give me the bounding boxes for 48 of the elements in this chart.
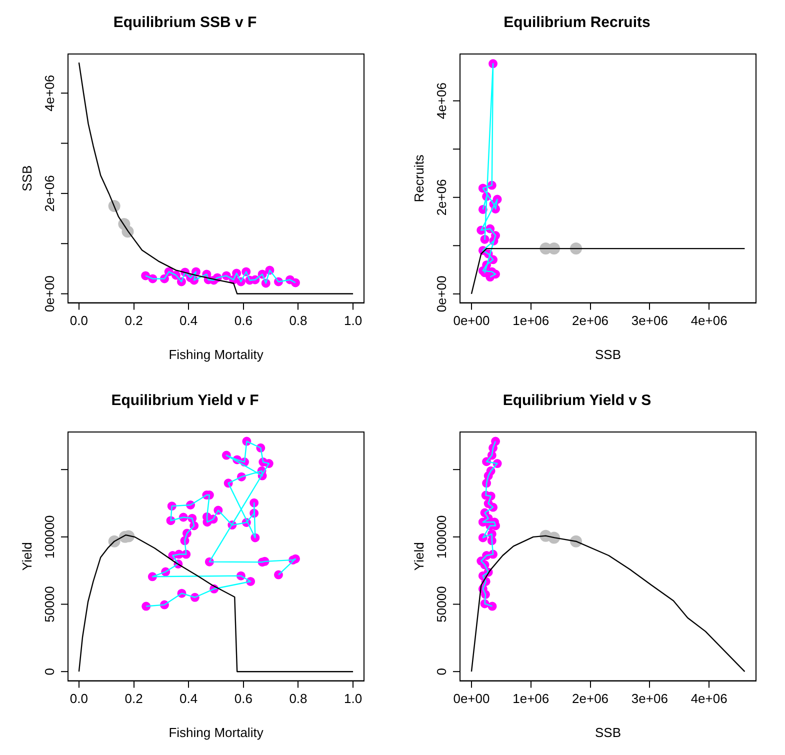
y-tick-label: 0 [42, 667, 58, 675]
x-axis-title: Fishing Mortality [168, 724, 264, 740]
x-tick-label: 0e+00 [453, 313, 490, 328]
x-tick-label: 0.4 [180, 690, 198, 706]
x-tick-label: 1e+06 [512, 690, 550, 706]
y-tick-label: 50000 [434, 586, 450, 622]
chart-title: Equilibrium SSB v F [113, 14, 257, 32]
x-axis-title: Fishing Mortality [168, 346, 264, 362]
chart-title: Equilibrium Yield v F [111, 392, 259, 409]
x-tick-label: 0e+00 [453, 690, 490, 706]
x-tick-label: 0.8 [289, 690, 308, 706]
point [290, 278, 300, 288]
point [142, 601, 151, 610]
chart-title: Equilibrium Recruits [504, 14, 650, 32]
chart-title: Equilibrium Yield v S [502, 392, 652, 409]
y-axis-title: Recruits [411, 154, 426, 202]
x-tick-label: 0.6 [234, 313, 252, 328]
x-tick-label: 0.2 [124, 313, 143, 328]
y-axis-title: Yield [411, 542, 426, 570]
y-tick-label: 50000 [42, 586, 58, 622]
x-tick-label: 1.0 [344, 313, 362, 328]
x-tick-label: 0.6 [234, 690, 252, 706]
x-axis-title: SSB [594, 346, 622, 362]
y-tick-label: 4e+06 [434, 82, 450, 120]
x-axis-title: SSB [594, 724, 622, 740]
x-tick-label: 0.8 [289, 313, 308, 328]
x-tick-label: 2e+06 [572, 690, 609, 706]
x-tick-label: 2e+06 [572, 313, 609, 328]
x-tick-label: 3e+06 [631, 313, 668, 328]
y-tick-label: 0 [434, 667, 450, 675]
y-tick-label: 2e+06 [42, 175, 58, 212]
x-tick-label: 0.0 [70, 313, 88, 328]
x-tick-label: 4e+06 [690, 313, 728, 328]
y-tick-label: 100000 [42, 514, 58, 558]
x-tick-label: 1.0 [344, 690, 362, 706]
y-tick-label: 100000 [434, 514, 450, 558]
y-axis-title: Yield [19, 542, 34, 570]
y-tick-label: 4e+06 [42, 74, 58, 112]
point [488, 59, 498, 68]
x-tick-label: 0.4 [180, 313, 198, 328]
x-tick-label: 4e+06 [690, 690, 728, 706]
x-tick-label: 3e+06 [631, 690, 668, 706]
point [250, 498, 259, 507]
x-tick-label: 1e+06 [512, 313, 550, 328]
x-tick-label: 0.0 [70, 690, 88, 706]
y-tick-label: 2e+06 [434, 179, 450, 216]
x-tick-label: 0.2 [124, 690, 143, 706]
y-axis-title: SSB [19, 165, 34, 192]
